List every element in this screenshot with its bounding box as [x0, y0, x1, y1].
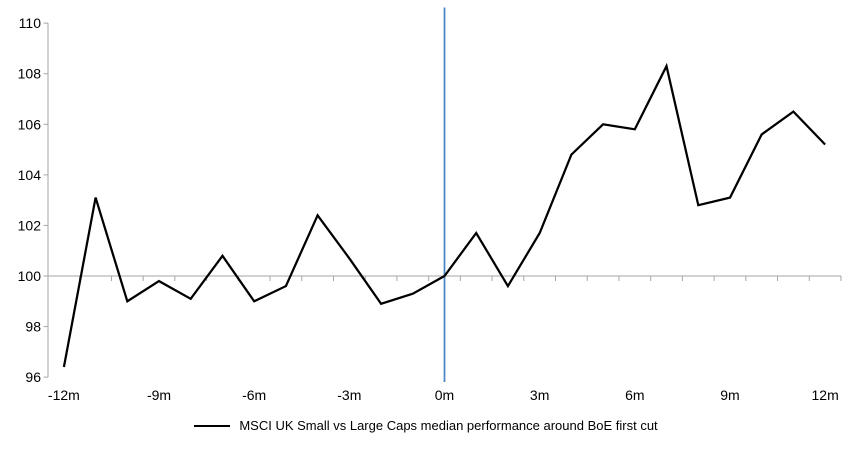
y-tick-label: 98: [25, 319, 41, 335]
x-tick-label: 12m: [812, 387, 839, 403]
x-tick-label: 3m: [530, 387, 549, 403]
x-tick-label: -12m: [48, 387, 80, 403]
x-tick-label: 6m: [625, 387, 644, 403]
legend-series-label: MSCI UK Small vs Large Caps median perfo…: [239, 418, 658, 433]
x-tick-label: -9m: [147, 387, 171, 403]
x-tick-label: -3m: [337, 387, 361, 403]
y-tick-label: 110: [19, 15, 42, 31]
chart-legend: MSCI UK Small vs Large Caps median perfo…: [0, 418, 852, 433]
y-tick-label: 102: [18, 217, 42, 233]
y-tick-label: 104: [18, 167, 42, 183]
y-tick-label: 106: [18, 116, 42, 132]
legend-line-sample-icon: [194, 424, 231, 427]
x-tick-label: 9m: [720, 387, 739, 403]
x-tick-label: -6m: [242, 387, 266, 403]
x-tick-label: 0m: [435, 387, 454, 403]
y-tick-label: 96: [25, 369, 41, 385]
series-line: [62, 62, 826, 368]
y-tick-label: 108: [18, 66, 42, 82]
y-tick-label: 100: [18, 268, 42, 284]
line-chart-plot: 96 98 100 102 104 106 108 110 -12m -9m -6m -3m 0m 3m 6…: [18, 7, 842, 403]
